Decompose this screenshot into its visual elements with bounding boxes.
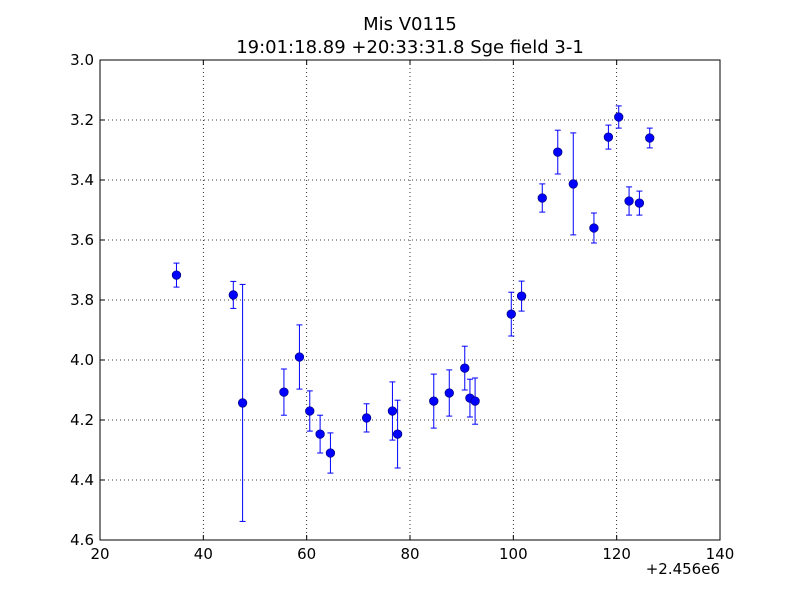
y-tick-label: 3.2 [70, 111, 94, 129]
data-point [506, 309, 516, 319]
x-tick-label: 100 [499, 545, 528, 563]
y-tick-label: 3.6 [70, 231, 94, 249]
data-point [279, 387, 289, 397]
data-point [614, 112, 624, 122]
y-tick-label: 4.0 [70, 351, 94, 369]
chart-subtitle: 19:01:18.89 +20:33:31.8 Sge field 3-1 [236, 37, 584, 58]
data-point [603, 132, 614, 142]
plot-frame [99, 59, 721, 541]
data-point [325, 448, 336, 458]
data-point [361, 413, 372, 423]
y-tick-label: 3.8 [70, 291, 94, 309]
x-tick-label: 20 [90, 545, 109, 563]
data-point [429, 396, 439, 406]
y-tick-label: 3.4 [70, 171, 94, 189]
y-tick-label: 4.6 [70, 531, 94, 549]
data-point [645, 133, 655, 143]
data-point [634, 198, 645, 208]
data-point [470, 396, 480, 406]
data-point [516, 291, 527, 301]
tick-labels: 20 40 60 80 100 120 140 3.0 3.2 3.4 3.6 3.8 4.0 4.2 4.… [70, 51, 734, 563]
data-point [228, 290, 238, 300]
data-point [171, 270, 182, 280]
y-tick-label: 4.2 [70, 411, 94, 429]
data-point [589, 223, 599, 233]
data-point [387, 406, 398, 416]
data-point [460, 363, 470, 373]
grid-lines [100, 60, 720, 540]
x-tick-label: 120 [602, 545, 631, 563]
data-points [171, 112, 655, 458]
chart-title: Mis V0115 [363, 14, 457, 35]
y-tick-label: 4.4 [70, 471, 94, 489]
error-bars [173, 105, 653, 522]
x-offset-label: +2.456e6 [646, 560, 720, 578]
y-tick-label: 3.0 [70, 51, 94, 69]
data-point [568, 179, 578, 189]
data-point [305, 406, 315, 416]
x-tick-label: 140 [706, 545, 735, 563]
data-point [444, 388, 454, 398]
data-point [553, 147, 563, 157]
data-point [315, 429, 325, 439]
x-tick-label: 60 [297, 545, 316, 563]
data-point [294, 352, 305, 362]
data-point [237, 398, 248, 408]
data-point [537, 193, 547, 203]
data-point [392, 429, 403, 439]
x-tick-label: 80 [400, 545, 419, 563]
x-tick-label: 40 [194, 545, 213, 563]
data-point [624, 196, 634, 206]
